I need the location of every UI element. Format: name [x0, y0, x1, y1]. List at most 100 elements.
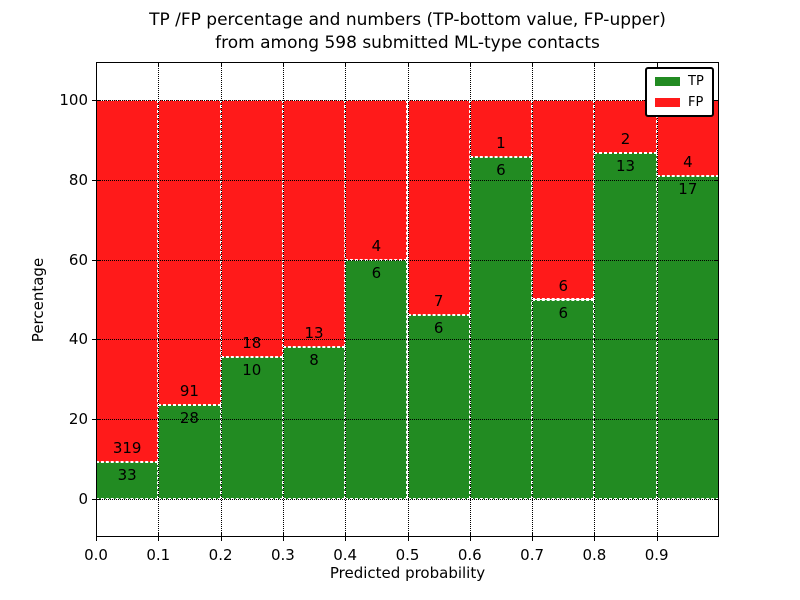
tp-count-label: 28: [179, 409, 199, 428]
y-tick-label: 80: [68, 170, 88, 189]
tp-bar-segment: [469, 156, 533, 500]
x-tick-label: 0.3: [270, 546, 295, 564]
fp-bar-segment: [282, 99, 346, 347]
v-gridline: [469, 62, 471, 537]
x-tick-label: 0.0: [84, 546, 108, 564]
v-gridline: [220, 62, 222, 537]
chart-title-line1: TP /FP percentage and numbers (TP-bottom…: [149, 10, 666, 30]
fp-bar-segment: [345, 99, 408, 260]
v-gridline: [594, 62, 596, 537]
x-axis-label: Predicted probability: [329, 564, 486, 582]
v-gridline: [282, 62, 284, 537]
y-tick-right: [715, 499, 719, 501]
fp-count-label: 13: [304, 324, 324, 343]
y-tick-label: 0: [78, 490, 88, 509]
v-gridline: [407, 62, 409, 537]
x-tick-bottom: [594, 533, 596, 541]
tp-bar-segment: [532, 299, 595, 500]
x-tick-top: [407, 62, 409, 66]
tp-count-label: 8: [309, 351, 319, 370]
x-tick-top: [594, 62, 596, 66]
v-gridline: [656, 62, 658, 537]
legend-item-fp: FP: [655, 95, 704, 110]
x-tick-label: 0.2: [208, 546, 233, 564]
x-tick-label: 0.7: [520, 546, 545, 564]
y-tick-left: [92, 179, 100, 181]
fp-bar-segment: [407, 99, 470, 315]
fp-count-label: 4: [683, 152, 693, 171]
x-tick-bottom: [656, 533, 658, 541]
y-tick-left: [92, 259, 100, 261]
x-tick-top: [345, 62, 347, 66]
y-tick-right: [715, 99, 719, 101]
x-tick-label: 0.6: [457, 546, 482, 564]
tp-bar-segment: [594, 153, 657, 500]
fp-bar-segment: [532, 99, 595, 300]
v-gridline: [532, 62, 534, 537]
x-tick-bottom: [532, 533, 534, 541]
tp-count-label: 10: [242, 360, 262, 379]
x-tick-top: [282, 62, 284, 66]
y-tick-label: 100: [59, 90, 88, 109]
y-tick-label: 40: [68, 330, 88, 349]
y-tick-left: [92, 419, 100, 421]
chart-title: TP /FP percentage and numbers (TP-bottom…: [96, 9, 719, 55]
legend-label-fp: FP: [688, 95, 704, 110]
x-tick-top: [656, 62, 658, 66]
x-tick-bottom: [96, 533, 97, 541]
x-tick-top: [96, 62, 97, 66]
fp-count-label: 6: [558, 276, 569, 295]
x-tick-label: 0.1: [146, 546, 171, 564]
fp-count-label: 2: [620, 130, 631, 149]
x-tick-bottom: [282, 533, 284, 541]
tp-count-label: 6: [371, 263, 382, 282]
tp-bar-segment: [407, 314, 470, 500]
plot-area: 319 33 91 28 18 10 13 8 4 6 7 6 1 6 6 6 2 13 4 17: [92, 62, 719, 541]
fp-legend-swatch-icon: [655, 98, 680, 107]
x-tick-bottom: [220, 533, 222, 541]
tp-count-label: 17: [678, 179, 698, 198]
tp-count-label: 6: [558, 303, 569, 322]
tp-count-label: 6: [433, 318, 444, 337]
tp-bar-segment: [96, 461, 159, 500]
fp-count-label: 91: [179, 382, 199, 401]
x-tick-label: 0.9: [644, 546, 669, 564]
tp-count-label: 6: [496, 160, 506, 179]
y-tick-left: [92, 499, 100, 501]
tp-bar-segment: [345, 259, 408, 500]
y-tick-right: [715, 419, 719, 421]
tp-bar-segment: [158, 405, 221, 500]
chart-title-line2: from among 598 submitted ML-type contact…: [215, 33, 600, 53]
y-tick-right: [715, 259, 719, 261]
y-tick-left: [92, 99, 100, 101]
fp-count-label: 319: [112, 438, 142, 457]
y-tick-right: [715, 339, 719, 341]
fp-count-label: 7: [433, 291, 444, 310]
v-gridline: [345, 62, 347, 537]
x-tick-label: 0.5: [395, 546, 420, 564]
fp-count-label: 4: [371, 236, 382, 255]
x-tick-bottom: [469, 533, 471, 541]
y-tick-label: 20: [68, 410, 88, 429]
legend-label-tp: TP: [688, 74, 704, 89]
legend-item-tp: TP: [655, 74, 704, 89]
fp-count-label: 1: [496, 133, 506, 152]
x-tick-top: [532, 62, 534, 66]
fp-count-label: 18: [242, 333, 262, 352]
fp-bar-segment: [96, 99, 159, 462]
tp-legend-swatch-icon: [655, 77, 680, 86]
x-tick-label: 0.4: [333, 546, 358, 564]
v-gridline: [158, 62, 160, 537]
x-tick-bottom: [158, 533, 160, 541]
tp-count-label: 33: [117, 465, 137, 484]
legend: TP FP: [645, 67, 714, 117]
x-tick-top: [158, 62, 160, 66]
y-tick-left: [92, 339, 100, 341]
tp-count-label: 13: [616, 157, 636, 176]
tp-bar-segment: [656, 175, 719, 500]
y-tick-right: [715, 179, 719, 181]
x-tick-top: [469, 62, 471, 66]
y-tick-label: 60: [68, 250, 88, 269]
x-tick-bottom: [407, 533, 409, 541]
